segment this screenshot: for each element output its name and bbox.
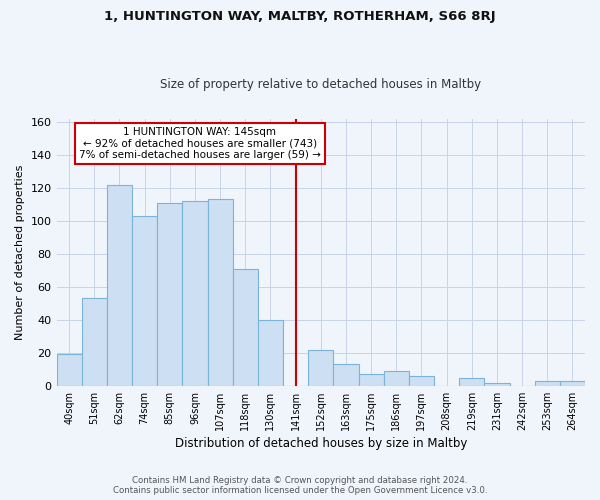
Bar [535, 381, 560, 386]
X-axis label: Distribution of detached houses by size in Maltby: Distribution of detached houses by size … [175, 437, 467, 450]
Bar [233, 268, 258, 386]
Bar [107, 184, 132, 386]
Text: Contains HM Land Registry data © Crown copyright and database right 2024.
Contai: Contains HM Land Registry data © Crown c… [113, 476, 487, 495]
Y-axis label: Number of detached properties: Number of detached properties [15, 164, 25, 340]
Text: 1, HUNTINGTON WAY, MALTBY, ROTHERHAM, S66 8RJ: 1, HUNTINGTON WAY, MALTBY, ROTHERHAM, S6… [104, 10, 496, 23]
Bar [334, 364, 359, 386]
Bar [383, 371, 409, 386]
Bar [560, 381, 585, 386]
Bar [208, 200, 233, 386]
Bar [132, 216, 157, 386]
Bar [258, 320, 283, 386]
Bar [82, 298, 107, 386]
Bar [56, 354, 82, 386]
Bar [157, 202, 182, 386]
Bar [484, 382, 509, 386]
Title: Size of property relative to detached houses in Maltby: Size of property relative to detached ho… [160, 78, 481, 91]
Bar [308, 350, 334, 386]
Bar [359, 374, 383, 386]
Bar [409, 376, 434, 386]
Bar [459, 378, 484, 386]
Text: 1 HUNTINGTON WAY: 145sqm
← 92% of detached houses are smaller (743)
7% of semi-d: 1 HUNTINGTON WAY: 145sqm ← 92% of detach… [79, 127, 321, 160]
Bar [182, 201, 208, 386]
